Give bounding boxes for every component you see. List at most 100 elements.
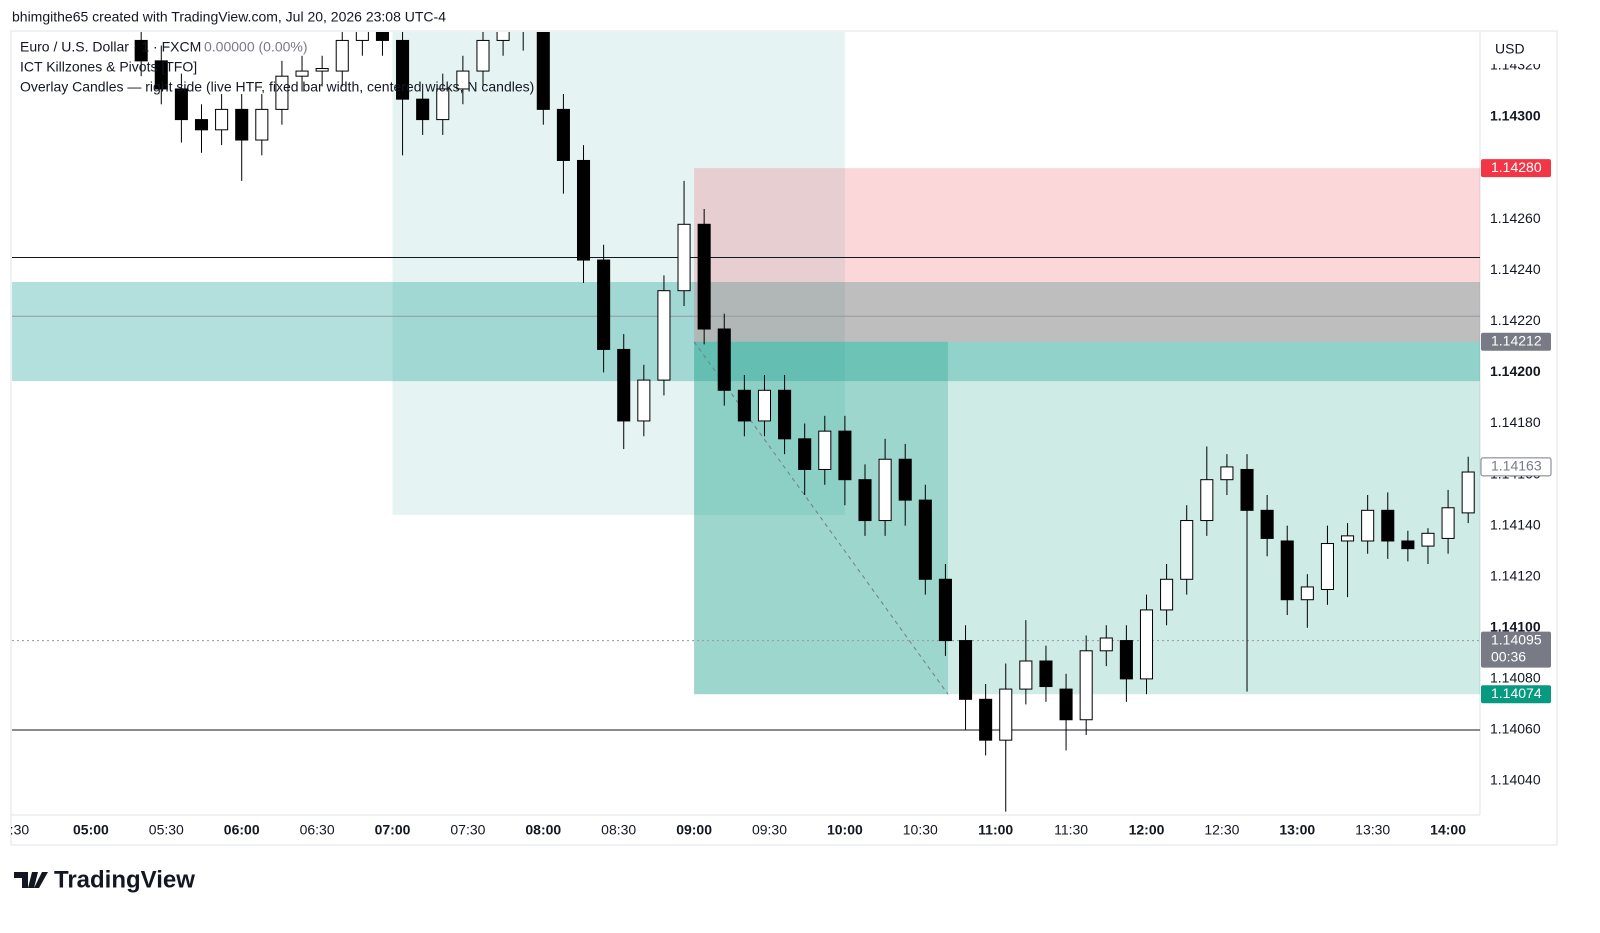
y-tick-label: 1.14240: [1490, 261, 1541, 277]
candle-body: [456, 70, 470, 90]
candle-body: [617, 348, 631, 422]
candle-body: [1059, 688, 1073, 721]
price-tag-label: 1.14280: [1491, 159, 1542, 175]
y-tick-label: 1.14260: [1490, 210, 1541, 226]
candle-body: [396, 39, 410, 100]
x-tick-label: 08:00: [525, 822, 561, 838]
candle-body: [1039, 660, 1053, 688]
candle-body: [1441, 507, 1455, 539]
x-tick-label: 06:30: [300, 822, 335, 838]
target-zone: [694, 341, 1480, 695]
y-tick-label: 1.14120: [1490, 567, 1541, 583]
countdown: 00:36: [1491, 648, 1526, 664]
x-tick-label: 05:00: [73, 822, 109, 838]
candle-body: [335, 39, 349, 72]
candle-body: [235, 108, 249, 141]
x-tick-label: 10:00: [827, 822, 863, 838]
candle-body: [1180, 520, 1194, 580]
candle-body: [1461, 471, 1475, 514]
candle-body: [898, 458, 912, 501]
y-tick-label: 1.14080: [1490, 670, 1541, 686]
attribution: bhimgithe65 created with TradingView.com…: [12, 9, 446, 25]
candle-body: [134, 39, 148, 62]
candle-body: [1099, 637, 1113, 652]
x-tick-label: 10:30: [903, 822, 938, 838]
x-tick-label: 06:00: [224, 822, 260, 838]
candle-body: [657, 290, 671, 381]
candle-body: [1119, 640, 1133, 680]
price-tag: [1481, 159, 1551, 178]
stop-zone: [694, 168, 1480, 342]
candle-body: [818, 430, 832, 470]
zone: [392, 32, 845, 515]
y-tick-label: 1.14060: [1490, 721, 1541, 737]
candle-body: [1361, 509, 1375, 542]
candle-body: [556, 108, 570, 161]
candle-body: [798, 438, 812, 470]
candle-body: [838, 430, 852, 481]
candle-body: [697, 223, 711, 330]
candle-body: [597, 259, 611, 350]
indicator: ICT Killzones & Pivots [TFO]: [20, 59, 197, 75]
candle-body: [1079, 650, 1093, 721]
currency[interactable]: USD: [1495, 41, 1525, 57]
price-tag: [1481, 332, 1551, 351]
x-tick-label: 09:30: [752, 822, 787, 838]
candle-body: [194, 119, 209, 131]
candle-body: [1160, 578, 1174, 611]
candle-body: [878, 458, 892, 522]
price-tag-label: 1.14095: [1491, 631, 1542, 647]
x-tick-label: 11:00: [978, 822, 1013, 838]
y-tick-label: 1.14180: [1490, 414, 1541, 430]
candle-body: [938, 578, 952, 642]
candle-body: [1421, 532, 1435, 547]
candle-body: [315, 68, 329, 72]
candle-body: [215, 108, 229, 131]
candle-body: [1401, 540, 1415, 550]
y-tick-label: 1.14220: [1490, 312, 1541, 328]
candle-body: [255, 108, 269, 141]
y-tick-label: 1.14140: [1490, 516, 1541, 532]
brand-logo: [14, 872, 48, 888]
candle-body: [737, 389, 751, 422]
change: 0.00000 (0.00%): [204, 39, 308, 55]
candle-body: [154, 60, 168, 90]
candle-body: [1019, 660, 1033, 690]
candle-body: [959, 640, 973, 700]
y-tick-label: 1.14300: [1490, 108, 1541, 124]
candle-body: [576, 159, 591, 261]
candle-body: [275, 75, 289, 110]
candle-body: [918, 499, 932, 580]
x-tick-label: 09:00: [676, 822, 712, 838]
candle-body: [476, 39, 490, 72]
candle-body: [536, 32, 550, 110]
candle-body: [979, 698, 993, 741]
candle-body: [717, 328, 731, 391]
candle-body: [355, 32, 369, 41]
x-tick-label: 08:30: [601, 822, 636, 838]
x-tick-label: 07:00: [375, 822, 411, 838]
candle-body: [375, 32, 389, 41]
axes: 1.14040 1.14060 1.14080 1.14100 1.14120 1.141…: [2, 57, 1552, 838]
price-tag: [1481, 631, 1551, 668]
brand: TradingView: [54, 866, 195, 893]
candle-body: [1139, 609, 1154, 680]
x-tick-label: 07:30: [450, 822, 485, 838]
x-tick-label: 4:30: [2, 822, 29, 838]
y-tick-label: 1.14100: [1490, 619, 1541, 635]
x-tick-label: 13:30: [1355, 822, 1390, 838]
symbol: Euro / U.S. Dollar · 1 · FXCM: [20, 39, 201, 55]
price-tag-label: 1.14074: [1491, 685, 1542, 701]
x-tick-label: 12:30: [1204, 822, 1239, 838]
currency-button[interactable]: [1484, 36, 1550, 64]
price-tag: [1480, 457, 1552, 477]
candle-body: [295, 70, 309, 77]
candle-body: [517, 28, 529, 31]
candle-body: [1200, 479, 1214, 522]
candle-body: [1300, 586, 1314, 601]
candle-body: [858, 479, 872, 522]
candle-body: [1220, 466, 1234, 481]
price-tag-label: 1.14163: [1491, 458, 1542, 474]
trade-path: [693, 341, 949, 695]
